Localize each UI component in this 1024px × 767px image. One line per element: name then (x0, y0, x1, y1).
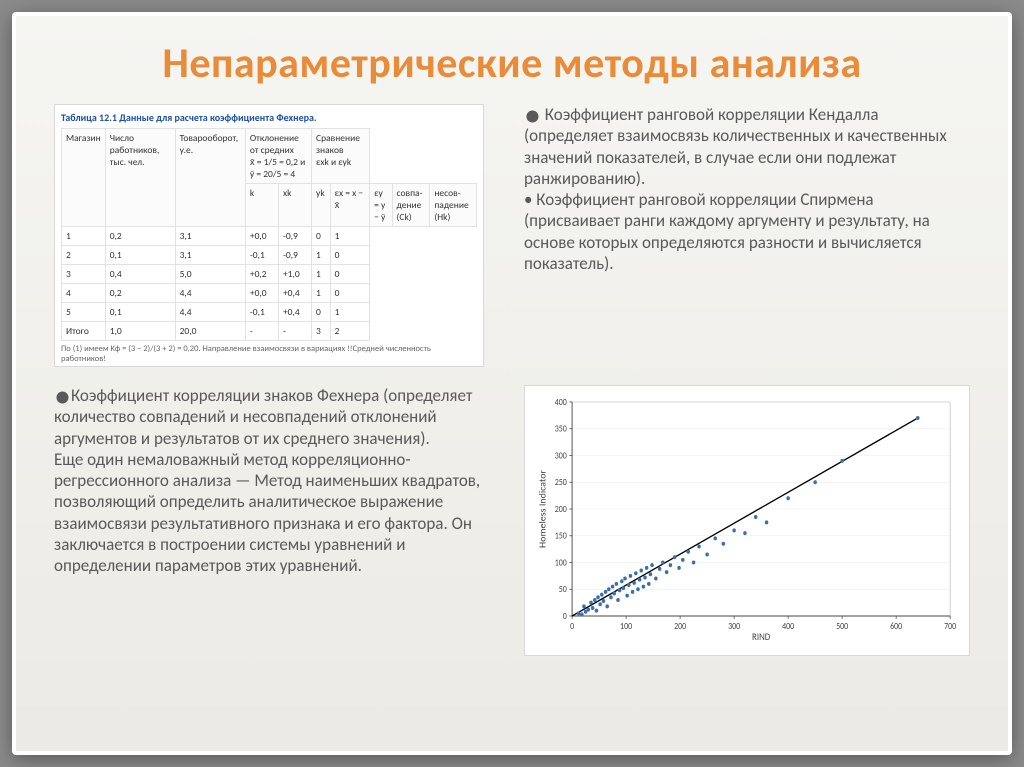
text-kendall-spearman: • Коэффициент ранговой корреляции Кендал… (524, 104, 970, 367)
svg-text:400: 400 (782, 622, 795, 633)
fechner-table: Магазин Число работников, тыс. чел. Това… (61, 128, 477, 341)
table-cell: 3 (62, 265, 106, 284)
scatter-chart: 0 50 100 150 200 250 300 350 400 0 100 200 300 400 500… (535, 394, 959, 644)
table-subheader-cell: εy = y − ȳ (370, 184, 392, 227)
table-cell: 3,1 (175, 227, 245, 246)
table-cell: +0,0 (245, 284, 278, 303)
slide-title: Непараметрические методы анализа (54, 42, 970, 86)
table-row: 50,14,4-0,1+0,401 (62, 303, 477, 322)
table-cell: 3 (312, 322, 331, 341)
content-grid: Таблица 12.1 Данные для расчета коэффици… (54, 104, 970, 656)
table-cell: +0,4 (278, 303, 311, 322)
svg-text:Homeless Indicator: Homeless Indicator (537, 469, 548, 548)
table-cell: 3,1 (175, 246, 245, 265)
table-subheader-cell: совпа- дение (Ck) (392, 184, 430, 227)
table-cell: 0,1 (105, 303, 175, 322)
table-subheader-cell: несов- падение (Hk) (430, 184, 477, 227)
svg-text:200: 200 (555, 505, 568, 516)
table-subheader-cell: εx = x − x̄ (330, 184, 369, 227)
svg-text:300: 300 (555, 451, 568, 462)
svg-text:50: 50 (559, 585, 568, 596)
svg-text:RIND: RIND (752, 631, 770, 644)
table-row: 40,24,4+0,0+0,410 (62, 284, 477, 303)
table-subheader-cell: k (245, 184, 278, 227)
svg-text:350: 350 (555, 424, 568, 435)
svg-text:300: 300 (728, 622, 741, 633)
svg-text:100: 100 (555, 558, 568, 569)
table-cell: 4,4 (175, 303, 245, 322)
table-cell: 4 (62, 284, 106, 303)
table-footer: По (1) имеем Kф = (3 − 2)/(3 + 2) = 0,20… (61, 344, 477, 364)
svg-text:400: 400 (555, 398, 568, 409)
table-cell: 0 (330, 284, 369, 303)
table-cell: 1 (62, 227, 106, 246)
table-cell: 0 (330, 246, 369, 265)
text-bottom-left-body: Коэффициент корреляции знаков Фехнера (о… (54, 385, 480, 576)
table-cell: 5,0 (175, 265, 245, 284)
table-cell: 2 (62, 246, 106, 265)
table-subheader-cell: yk (312, 184, 331, 227)
th-signs: Сравнение знаков εxk и εyk (312, 129, 370, 184)
table-cell: 0 (312, 227, 331, 246)
table-cell: +0,2 (245, 265, 278, 284)
table-cell: -0,9 (278, 246, 311, 265)
table-row: Итого1,020,0--32 (62, 322, 477, 341)
table-cell: 1 (312, 246, 331, 265)
svg-text:0: 0 (563, 612, 568, 623)
table-cell: 0,2 (105, 227, 175, 246)
table-cell: 1 (312, 265, 331, 284)
svg-text:200: 200 (674, 622, 687, 633)
text-top-right-body: Коэффициент ранговой корреляции Кендалла… (524, 104, 947, 274)
table-cell: -0,9 (278, 227, 311, 246)
table-cell: 20,0 (175, 322, 245, 341)
table-cell: 0,4 (105, 265, 175, 284)
table-cell: +0,4 (278, 284, 311, 303)
text-fechner-ols: •Коэффициент корреляции знаков Фехнера (… (54, 385, 484, 656)
table-cell: 0,1 (105, 246, 175, 265)
table-cell: 0 (312, 303, 331, 322)
table-row: 30,45,0+0,2+1,010 (62, 265, 477, 284)
svg-text:700: 700 (944, 622, 957, 633)
th-magazin: Магазин (62, 129, 106, 227)
table-cell: -0,1 (245, 246, 278, 265)
svg-text:100: 100 (620, 622, 633, 633)
svg-text:0: 0 (570, 622, 575, 633)
table-cell: 0,2 (105, 284, 175, 303)
th-workers: Число работников, тыс. чел. (105, 129, 175, 227)
table-cell: +1,0 (278, 265, 311, 284)
table-cell: +0,0 (245, 227, 278, 246)
svg-text:500: 500 (836, 622, 849, 633)
table-cell: 2 (330, 322, 369, 341)
table-row: 10,23,1+0,0-0,901 (62, 227, 477, 246)
table-cell: - (278, 322, 311, 341)
table-cell: - (245, 322, 278, 341)
table-cell: 4,4 (175, 284, 245, 303)
th-deviation: Отклонение от средних x̄ = 1/5 = 0,2 и ȳ… (245, 129, 311, 184)
svg-text:150: 150 (555, 531, 568, 542)
table-cell: 1,0 (105, 322, 175, 341)
table-caption: Таблица 12.1 Данные для расчета коэффици… (61, 111, 477, 124)
th-turnover: Товарооборот, у.е. (175, 129, 245, 227)
table-head: Магазин Число работников, тыс. чел. Това… (62, 129, 477, 227)
fechner-table-wrap: Таблица 12.1 Данные для расчета коэффици… (54, 104, 484, 367)
table-cell: 5 (62, 303, 106, 322)
table-cell: -0,1 (245, 303, 278, 322)
scatter-chart-wrap: 0 50 100 150 200 250 300 350 400 0 100 200 300 400 500… (524, 385, 970, 656)
slide: Непараметрические методы анализа Таблица… (12, 12, 1012, 755)
svg-text:600: 600 (890, 622, 903, 633)
table-row: 20,13,1-0,1-0,910 (62, 246, 477, 265)
table-cell: 1 (312, 284, 331, 303)
table-cell: 0 (330, 265, 369, 284)
table-cell: Итого (62, 322, 106, 341)
svg-text:250: 250 (555, 478, 568, 489)
table-body: 10,23,1+0,0-0,90120,13,1-0,1-0,91030,45,… (62, 227, 477, 341)
table-cell: 1 (330, 227, 369, 246)
table-subheader-cell: xk (278, 184, 311, 227)
table-cell: 1 (330, 303, 369, 322)
